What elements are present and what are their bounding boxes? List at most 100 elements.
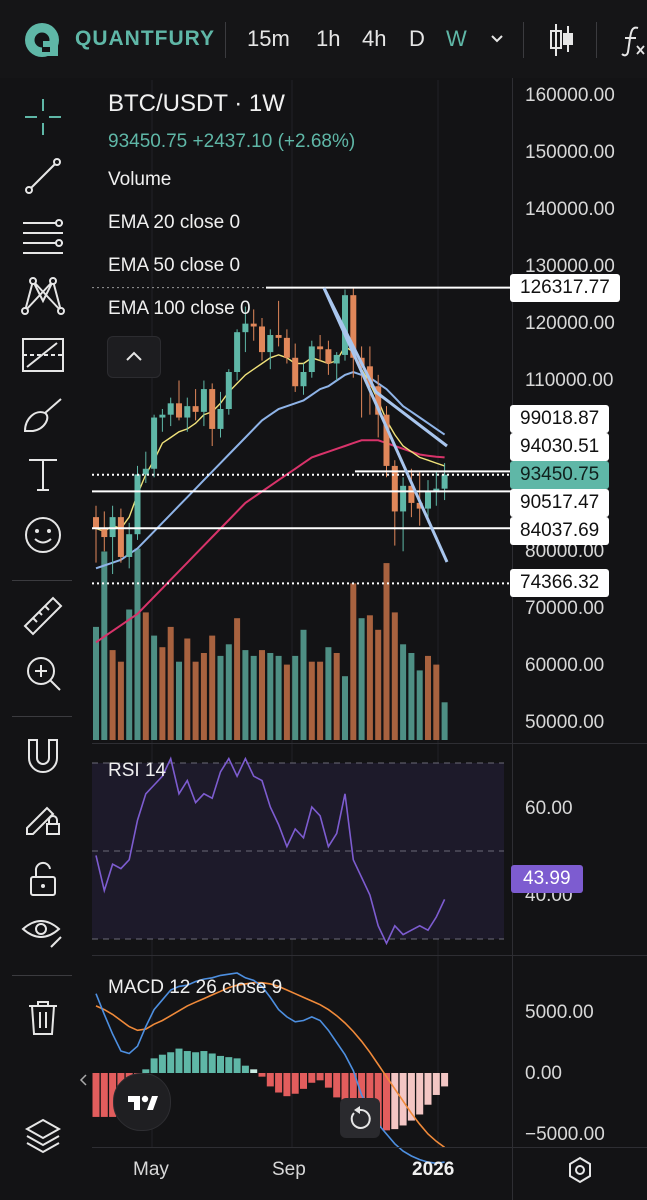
candles-icon[interactable] bbox=[548, 22, 576, 58]
trend-line bbox=[322, 287, 448, 448]
volume-bar bbox=[383, 563, 390, 740]
function-icon[interactable] bbox=[620, 24, 647, 58]
macd-histogram-bar bbox=[291, 1073, 299, 1094]
crosshair-tool[interactable] bbox=[20, 94, 66, 140]
tradingview-logo[interactable] bbox=[113, 1073, 171, 1131]
magnet-tool[interactable] bbox=[20, 733, 66, 779]
candle-body bbox=[433, 488, 440, 492]
zoom-in-tool[interactable] bbox=[20, 650, 66, 696]
text-icon bbox=[29, 459, 57, 491]
volume-bar bbox=[192, 661, 199, 740]
timeframe-4h-button[interactable]: 4h bbox=[362, 26, 387, 51]
eye-icon bbox=[21, 920, 62, 948]
volume-bar bbox=[366, 615, 373, 740]
volume-bar bbox=[242, 650, 249, 740]
chevron-up-icon bbox=[126, 351, 142, 361]
volume-bar bbox=[184, 638, 191, 740]
macd-histogram-bar bbox=[341, 1073, 349, 1105]
price-label-level[interactable]: 99018.87 bbox=[510, 405, 610, 433]
price-label-level[interactable]: 74366.32 bbox=[510, 569, 610, 597]
unlock-tool[interactable] bbox=[20, 856, 66, 902]
volume-bar bbox=[109, 650, 116, 740]
panel-divider bbox=[92, 1147, 647, 1148]
lock-drawings-tool[interactable] bbox=[20, 795, 66, 841]
layers-tool[interactable] bbox=[20, 1113, 66, 1159]
macd-histogram-bar bbox=[432, 1073, 440, 1095]
chevron-left-icon[interactable] bbox=[78, 1072, 88, 1088]
volume-bar bbox=[151, 635, 158, 740]
macd-label[interactable]: MACD 12 26 close 9 bbox=[108, 977, 283, 998]
macd-axis-tick: −5000.00 bbox=[525, 1124, 605, 1145]
timeframe-d-button[interactable]: D bbox=[409, 26, 425, 51]
indicator-volume-label[interactable]: Volume bbox=[108, 169, 172, 190]
layers-icon bbox=[24, 1118, 62, 1154]
volume-bar bbox=[234, 618, 241, 740]
price-axis-tick: 120000.00 bbox=[525, 313, 615, 334]
indicator-ema50-label[interactable]: EMA 50 close 0 bbox=[108, 255, 241, 276]
reset-chart-button[interactable] bbox=[340, 1098, 380, 1138]
candle-body bbox=[101, 528, 108, 538]
volume-bar bbox=[441, 702, 448, 740]
macd-histogram-bar bbox=[175, 1048, 183, 1073]
candle-body bbox=[109, 517, 116, 538]
candle-body bbox=[400, 485, 407, 512]
volume-bar bbox=[134, 548, 141, 740]
fib-tool[interactable] bbox=[20, 214, 66, 260]
volume-bar bbox=[283, 664, 290, 740]
candle-body bbox=[225, 372, 232, 409]
macd-histogram-bar bbox=[167, 1052, 175, 1073]
candle-body bbox=[425, 491, 431, 509]
price-label-level[interactable]: 90517.47 bbox=[510, 489, 610, 517]
rsi-label[interactable]: RSI 14 bbox=[108, 760, 167, 781]
drawing-toolbar bbox=[0, 78, 85, 1200]
price-label-level[interactable]: 84037.69 bbox=[510, 517, 610, 545]
pattern-tool[interactable] bbox=[20, 272, 66, 318]
macd-histogram-bar bbox=[300, 1073, 307, 1089]
candle-body bbox=[259, 326, 265, 353]
brush-tool[interactable] bbox=[20, 392, 66, 438]
macd-histogram-bar bbox=[349, 1073, 357, 1113]
chart-settings-button[interactable] bbox=[566, 1156, 594, 1184]
zoom-in-icon bbox=[27, 657, 61, 691]
indicator-ema100-label[interactable]: EMA 100 close 0 bbox=[108, 298, 251, 319]
timeframe-15m-button[interactable]: 15m bbox=[247, 26, 290, 51]
panel-divider bbox=[92, 955, 647, 956]
price-axis-tick: 150000.00 bbox=[525, 142, 615, 163]
chevron-down-icon[interactable] bbox=[489, 33, 505, 45]
ruler-tool[interactable] bbox=[20, 593, 66, 639]
delete-drawings-tool[interactable] bbox=[20, 995, 66, 1041]
trendline-tool[interactable] bbox=[20, 153, 66, 199]
macd-histogram-bar bbox=[407, 1073, 415, 1121]
symbol-title[interactable]: BTC/USDT · 1W bbox=[108, 90, 285, 117]
candle-body bbox=[333, 354, 340, 364]
collapse-legend-button[interactable] bbox=[107, 336, 161, 378]
candle-body bbox=[159, 414, 166, 418]
volume-bar bbox=[400, 644, 407, 740]
price-label-level[interactable]: 94030.51 bbox=[510, 433, 610, 461]
macd-histogram-bar bbox=[316, 1073, 324, 1081]
price-label-ath[interactable]: 126317.77 bbox=[510, 274, 620, 302]
visibility-tool[interactable] bbox=[20, 908, 66, 954]
volume-bar bbox=[308, 661, 315, 740]
volume-bar bbox=[391, 612, 398, 740]
indicator-ema20-label[interactable]: EMA 20 close 0 bbox=[108, 212, 241, 233]
timeframe-w-button[interactable]: W bbox=[446, 26, 467, 51]
candle-body bbox=[308, 346, 315, 373]
volume-bar bbox=[292, 655, 299, 740]
candle-body bbox=[93, 517, 99, 529]
emoji-tool[interactable] bbox=[20, 512, 66, 558]
volume-bar bbox=[167, 626, 174, 740]
brand-name: QUANTFURY bbox=[75, 27, 216, 50]
candle-body bbox=[325, 349, 332, 364]
timeframe-1h-button[interactable]: 1h bbox=[316, 26, 341, 51]
macd-histogram-bar bbox=[266, 1073, 274, 1087]
projection-tool[interactable] bbox=[20, 332, 66, 378]
pattern-icon bbox=[21, 277, 65, 315]
volume-bar bbox=[250, 655, 257, 740]
candle-body bbox=[217, 409, 224, 429]
volume-bar bbox=[350, 583, 357, 740]
volume-bar bbox=[325, 647, 332, 740]
text-tool[interactable] bbox=[20, 451, 66, 497]
rsi-band bbox=[92, 763, 504, 939]
